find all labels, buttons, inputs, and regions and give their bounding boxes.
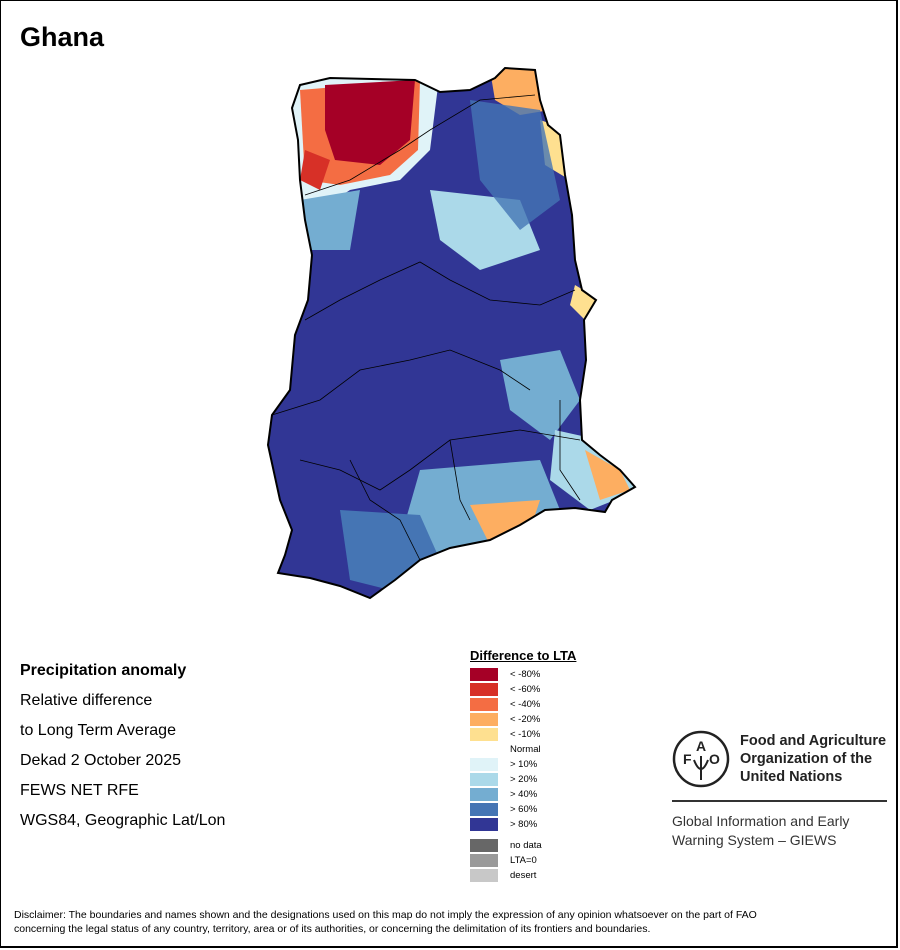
legend-label: < -60% [510,684,541,695]
legend-item: < -60% [470,682,576,697]
legend-label: < -40% [510,699,541,710]
anomaly-region-minus-60 [300,150,330,190]
legend-swatch [470,869,498,882]
legend-swatch [470,713,498,726]
legend-item: desert [470,868,576,883]
legend-swatch [470,758,498,771]
map-info: Precipitation anomaly Relative differenc… [20,656,225,836]
fao-emblem-icon: F A O [672,730,730,788]
ghana-anomaly-map [267,67,636,599]
legend-item: < -40% [470,697,576,712]
legend-label: desert [510,870,537,881]
legend-item: > 40% [470,787,576,802]
legend-item: < -80% [470,667,576,682]
legend-swatch [470,743,498,756]
legend-label: > 40% [510,789,538,800]
anomaly-region-40 [300,190,360,250]
info-line: FEWS NET RFE [20,782,139,799]
legend-swatch [470,698,498,711]
legend-swatch [470,728,498,741]
legend-item: > 80% [470,817,576,832]
fao-name-line: Food and Agriculture [740,733,887,749]
info-heading: Precipitation anomaly [20,662,187,679]
legend-item: < -10% [470,727,576,742]
legend-swatch [470,839,498,852]
giews-line: Global Information and Early [672,813,850,829]
legend-swatch [470,854,498,867]
giews-line: Warning System – GIEWS [672,832,837,848]
region-boundaries [271,94,581,561]
legend-swatch [470,683,498,696]
info-line: Relative difference [20,692,153,709]
info-line: to Long Term Average [20,722,176,739]
legend-item: > 60% [470,802,576,817]
legend-label: LTA=0 [510,855,537,866]
legend-item: > 10% [470,757,576,772]
legend-label: < -20% [510,714,541,725]
anomaly-region-60 [470,100,560,230]
anomaly-region-minus-20-southeast [585,450,630,500]
legend-swatch [470,773,498,786]
fao-logo: F A O Food and Agriculture Organization … [672,730,887,850]
anomaly-region-minus-20-south [470,500,540,545]
logo-divider [672,800,887,802]
legend-item: LTA=0 [470,853,576,868]
legend-swatch [470,788,498,801]
info-line: Dekad 2 October 2025 [20,752,181,769]
legend-label: Normal [510,744,541,755]
legend-item: > 20% [470,772,576,787]
info-line: WGS84, Geographic Lat/Lon [20,812,226,829]
legend-title: Difference to LTA [470,648,577,663]
anomaly-region-minus-10-east [570,285,600,320]
fao-name-line: Organization of the [740,751,873,767]
legend-label: > 20% [510,774,538,785]
svg-text:F: F [683,751,692,767]
legend-label: > 60% [510,804,538,815]
map-title: Ghana [20,22,105,52]
anomaly-region-minus-80 [325,80,415,165]
disclaimer: Disclaimer: The boundaries and names sho… [14,908,757,936]
legend-swatch [470,803,498,816]
legend-label: no data [510,840,542,851]
disclaimer-line: concerning the legal status of any count… [14,923,651,935]
legend-swatch [470,668,498,681]
legend-swatch [470,818,498,831]
legend-item: Normal [470,742,576,757]
legend-label: > 10% [510,759,538,770]
svg-text:A: A [696,738,706,754]
legend-item: no data [470,838,576,853]
legend: Difference to LTA < -80% < -60% < -40% < -2… [470,648,576,883]
disclaimer-line: Disclaimer: The boundaries and names sho… [14,909,757,921]
legend-label: < -80% [510,669,541,680]
fao-name-line: United Nations [740,769,843,785]
legend-item: < -20% [470,712,576,727]
legend-label: < -10% [510,729,541,740]
legend-label: > 80% [510,819,538,830]
svg-text:O: O [709,751,720,767]
anomaly-region-minus-20 [490,68,550,115]
